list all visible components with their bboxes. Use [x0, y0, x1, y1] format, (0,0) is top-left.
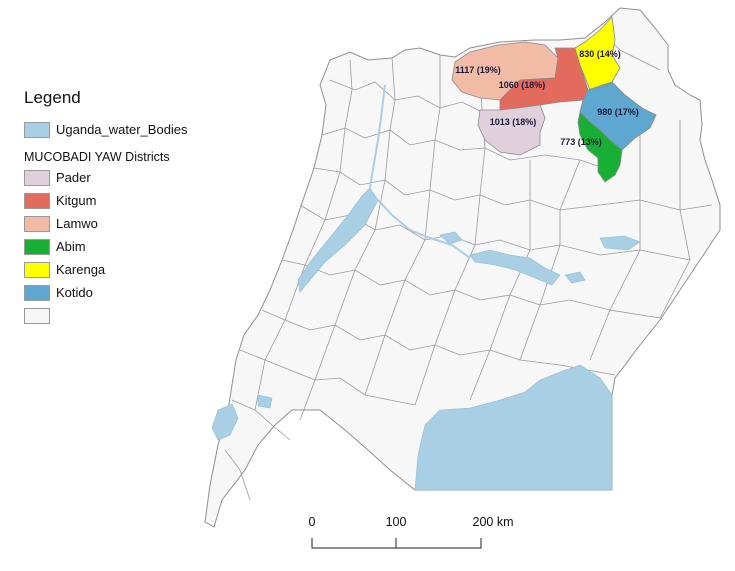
water-bodies — [211, 84, 641, 491]
mucobadi-districts — [451, 16, 657, 183]
legend-title: Legend — [24, 88, 81, 107]
scale-label-0: 0 — [308, 515, 316, 529]
scale-bar — [311, 538, 482, 549]
karenga-swatch — [24, 262, 50, 278]
legend-item-karenga: Karenga — [24, 262, 244, 278]
district-boundaries — [224, 29, 713, 501]
label-karenga: 830 (14%) — [579, 49, 621, 59]
kitgum-label: Kitgum — [56, 193, 97, 208]
karenga-label: Karenga — [56, 262, 106, 277]
lake-bisina — [599, 235, 641, 251]
pader-swatch — [24, 170, 50, 186]
kotido-label: Kotido — [56, 285, 93, 300]
river-nile — [369, 84, 471, 259]
legend-item-water: Uganda_water_Bodies — [24, 122, 244, 138]
legend-item-other — [24, 308, 244, 324]
legend-item-kitgum: Kitgum — [24, 193, 244, 209]
district-abim — [577, 111, 623, 183]
lake-albert — [297, 187, 379, 293]
scale-label-100: 100 — [385, 515, 407, 529]
label-kotido: 980 (17%) — [597, 107, 639, 117]
kitgum-swatch — [24, 193, 50, 209]
label-lamwo: 1117 (19%) — [455, 65, 501, 75]
lake-victoria — [414, 364, 613, 491]
label-pader: 1013 (18%) — [490, 117, 537, 127]
legend-item-kotido: Kotido — [24, 285, 244, 301]
water-swatch — [24, 122, 50, 138]
abim-swatch — [24, 239, 50, 255]
lake-opeta — [564, 271, 586, 284]
district-pader — [477, 104, 546, 156]
water-label: Uganda_water_Bodies — [56, 122, 188, 137]
legend-item-lamwo: Lamwo — [24, 216, 244, 232]
lake-edward — [211, 403, 239, 441]
district-karenga — [574, 16, 621, 91]
label-kitgum: 1060 (18%) — [499, 80, 546, 90]
kotido-swatch — [24, 285, 50, 301]
other-swatch — [24, 308, 50, 324]
lake-kyoga — [469, 249, 561, 286]
legend-group-title: MUCOBADI YAW Districts — [24, 150, 170, 164]
lake-kwania — [439, 231, 463, 245]
lamwo-swatch — [24, 216, 50, 232]
lake-george — [257, 394, 273, 409]
abim-label: Abim — [56, 239, 86, 254]
lamwo-label: Lamwo — [56, 216, 98, 231]
legend-item-pader: Pader — [24, 170, 244, 186]
legend-item-abim: Abim — [24, 239, 244, 255]
district-labels: 1117 (19%) 1060 (18%) 1013 (18%) 830 (14… — [455, 49, 639, 147]
pader-label: Pader — [56, 170, 91, 185]
label-abim: 773 (13%) — [560, 137, 602, 147]
scale-label-200: 200 km — [472, 515, 514, 529]
